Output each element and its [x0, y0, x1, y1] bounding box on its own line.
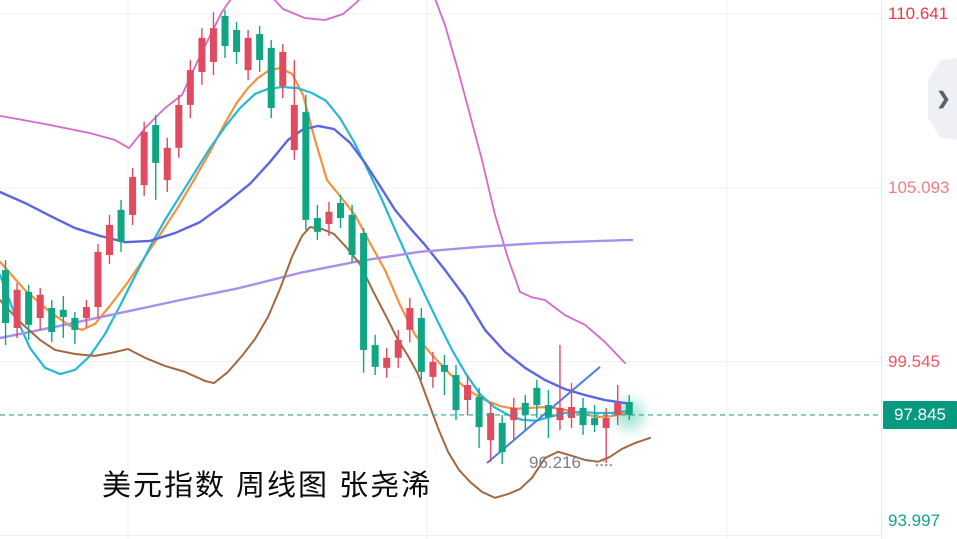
candle [94, 244, 102, 318]
candle [394, 329, 402, 368]
candle [302, 94, 310, 230]
candle [591, 405, 599, 433]
candle [175, 94, 183, 158]
gridlines [0, 0, 881, 539]
candle [579, 397, 587, 435]
candle [140, 121, 148, 197]
ma-lavender [0, 238, 634, 340]
chevron-right-icon: ❯ [936, 89, 951, 108]
ma-brown [0, 226, 651, 499]
candle [371, 334, 379, 376]
candle [233, 21, 241, 64]
candle [440, 354, 448, 396]
ma-blue [0, 124, 632, 406]
candle [313, 204, 321, 240]
candle [487, 402, 495, 462]
candle [48, 300, 56, 343]
candle [406, 297, 414, 343]
candle [383, 347, 391, 378]
candle [36, 287, 44, 330]
candle [533, 380, 541, 418]
candle [256, 25, 264, 72]
candle [186, 60, 194, 119]
candle [544, 390, 552, 438]
candle [59, 296, 67, 339]
low-price-annotation: 96.216 ···· [529, 453, 607, 473]
chart-watermark-title: 美元指数 周线图 张尧浠 [102, 470, 433, 502]
current-price-tag: 97.845 [883, 400, 957, 429]
candle [429, 351, 437, 388]
candle [290, 60, 298, 160]
low-price-value: 96.216 [529, 453, 581, 472]
candle [106, 214, 113, 265]
candle [129, 167, 137, 225]
low-marker-dots: ···· [585, 453, 608, 468]
ma-cyan [0, 85, 629, 422]
current-price-value: 97.845 [894, 404, 946, 424]
candle [244, 30, 252, 81]
candle [417, 307, 425, 381]
candle [267, 40, 275, 119]
candle [82, 300, 90, 328]
candle [221, 9, 229, 58]
candle [510, 397, 518, 441]
candle [521, 395, 529, 431]
candle [360, 228, 368, 373]
candle [475, 387, 483, 449]
candle [2, 260, 10, 345]
price-axis-label: 99.545 [888, 351, 940, 371]
candle [71, 312, 79, 344]
low-marker-dot-row [595, 463, 613, 467]
candle [348, 204, 356, 262]
candle [117, 199, 125, 252]
candle [337, 194, 344, 229]
price-axis-label: 110.641 [888, 4, 949, 23]
candle [13, 282, 21, 339]
candle [625, 395, 633, 421]
candle [464, 375, 472, 416]
price-axis-label: 105.093 [888, 177, 950, 197]
candle [602, 407, 610, 464]
candle [25, 284, 33, 340]
plot-area [0, 0, 881, 539]
candles-layer [2, 9, 633, 464]
candle [163, 137, 171, 193]
candle [152, 114, 160, 200]
candle [452, 364, 460, 421]
candle [568, 382, 575, 428]
bollinger-upper [0, 0, 626, 364]
candle [198, 28, 206, 85]
candle [556, 344, 564, 431]
candle [614, 385, 622, 426]
candle [209, 12, 217, 76]
candle [279, 44, 287, 99]
candle [325, 202, 333, 236]
price-axis-label: 93.997 [888, 511, 940, 530]
candle [498, 415, 506, 464]
